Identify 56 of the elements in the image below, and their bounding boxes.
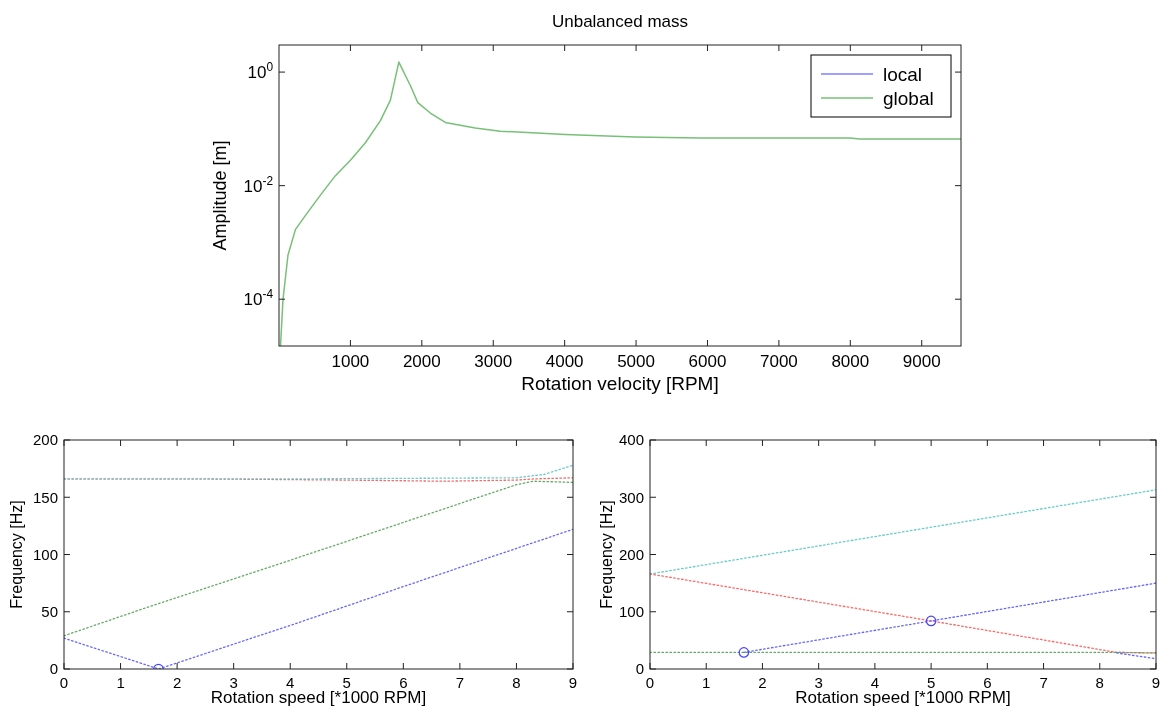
x-tick-label: 2: [758, 674, 767, 691]
x-tick-label: 3: [229, 674, 238, 691]
y-tick-label: 300: [618, 488, 644, 506]
y-tick-label: 10$^{-4}$: [243, 287, 274, 310]
y-tick-label: 150: [32, 488, 58, 506]
x-tick-label: 4000: [545, 352, 584, 371]
y-tick-label: 0: [49, 660, 58, 678]
y-tick-label: 10$^{0}$: [247, 60, 274, 83]
line-series: [650, 573, 1156, 654]
x-tick-label: 7000: [759, 352, 798, 371]
chart-title: Unbalanced mass: [551, 12, 689, 31]
y-tick-label: 50: [41, 603, 58, 620]
x-tick-label: 9000: [902, 352, 941, 371]
y-tick-label: 200: [618, 545, 644, 563]
x-tick-label: 8000: [831, 352, 870, 371]
x-axis-title: Rotation velocity [RPM]: [521, 373, 719, 394]
x-tick-label: 2000: [402, 352, 441, 371]
y-tick-label: 10$^{-2}$: [243, 173, 274, 196]
x-tick-label: 5: [342, 674, 351, 691]
x-tick-label: 6: [399, 674, 408, 691]
legend-label: local: [883, 63, 923, 85]
x-tick-label: 5000: [617, 352, 655, 371]
x-tick-label: 1: [116, 674, 125, 691]
x-tick-label: 3: [814, 674, 823, 691]
y-tick-label: 100: [618, 603, 644, 620]
x-tick-label: 5: [926, 674, 936, 691]
x-tick-label: 7: [455, 674, 465, 691]
line-series: [64, 464, 573, 480]
x-tick-label: 8: [1095, 674, 1104, 691]
y-tick-label: 200: [32, 431, 58, 449]
x-tick-label: 6: [983, 674, 992, 691]
line-series: [64, 480, 573, 637]
x-tick-label: 0: [645, 674, 655, 691]
x-tick-label: 2: [172, 674, 182, 691]
x-tick-label: 0: [59, 674, 69, 691]
x-tick-label: 6000: [688, 352, 727, 371]
x-axis-title: Rotation speed [*1000 RPM]: [210, 688, 427, 707]
x-tick-label: 4: [286, 674, 295, 691]
line-series: [64, 528, 573, 669]
x-tick-label: 9: [568, 674, 578, 691]
x-tick-label: 8: [512, 674, 521, 691]
x-tick-label: 4: [870, 674, 880, 691]
y-axis-title: Amplitude [m]: [210, 140, 230, 251]
y-axis-title: Frequency [Hz]: [8, 500, 25, 609]
line-series: [279, 61, 961, 346]
legend-label: global: [883, 87, 934, 109]
y-tick-label: 400: [618, 431, 644, 449]
y-tick-label: 100: [32, 545, 58, 563]
x-tick-label: 9: [1151, 674, 1161, 691]
x-axis-title: Rotation speed [*1000 RPM]: [795, 688, 1011, 707]
x-tick-label: 7: [1039, 674, 1048, 691]
y-axis-title: Frequency [Hz]: [598, 500, 615, 609]
x-tick-label: 1: [702, 674, 711, 691]
x-tick-label: 1000: [331, 352, 370, 371]
y-tick-label: 0: [635, 660, 644, 678]
x-tick-label: 3000: [474, 352, 513, 371]
